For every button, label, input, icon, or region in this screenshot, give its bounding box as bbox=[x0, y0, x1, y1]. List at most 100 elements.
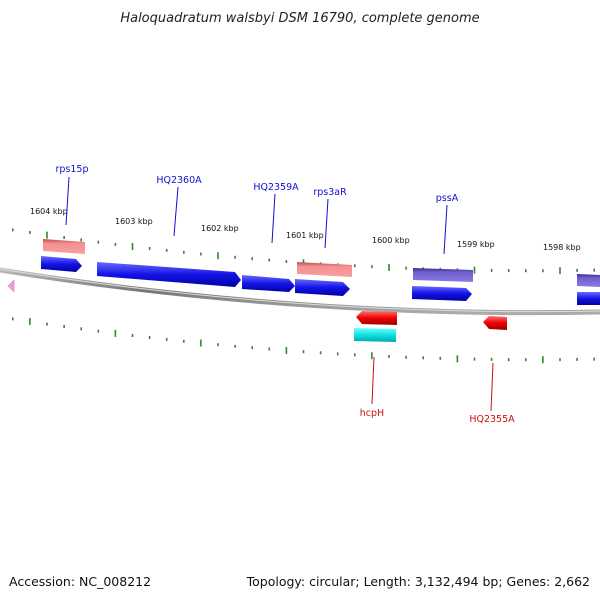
minor-tick bbox=[593, 357, 595, 361]
major-tick bbox=[559, 267, 561, 275]
cds-pssA bbox=[412, 286, 472, 301]
minor-tick bbox=[183, 250, 185, 254]
feature-hcpH-region bbox=[354, 328, 396, 342]
minor-tick bbox=[405, 355, 407, 359]
minor-tick bbox=[234, 255, 236, 259]
cds-edge bbox=[577, 292, 600, 305]
scale-label-1602: 1602 kbp bbox=[201, 224, 239, 233]
minor-tick bbox=[388, 355, 390, 358]
scale-label-1603: 1603 kbp bbox=[115, 217, 153, 226]
minor-tick bbox=[80, 238, 82, 242]
scale-label-1599: 1599 kbp bbox=[457, 240, 495, 249]
cds-rps3aR bbox=[295, 279, 350, 296]
reverse-tick-row bbox=[12, 317, 595, 364]
minor-tick bbox=[302, 350, 305, 354]
forward-tick-row bbox=[12, 228, 595, 275]
scale-label-1600: 1600 kbp bbox=[372, 236, 410, 245]
cds-HQ2359A bbox=[242, 275, 295, 292]
feature-marker-left bbox=[7, 279, 15, 293]
leader-rps15p bbox=[65, 176, 70, 226]
leader-HQ2359A bbox=[271, 193, 276, 244]
feature-rps15p-rna bbox=[43, 239, 85, 254]
minor-tick bbox=[507, 358, 510, 362]
gene-label-HQ2355A: HQ2355A bbox=[469, 414, 515, 425]
minor-tick bbox=[576, 268, 578, 272]
cds-HQ2355A bbox=[483, 316, 507, 330]
minor-tick bbox=[217, 343, 219, 347]
minor-tick bbox=[268, 347, 271, 351]
minor-tick bbox=[422, 356, 424, 360]
major-tick bbox=[217, 252, 219, 260]
scale-label-1598: 1598 kbp bbox=[543, 243, 581, 252]
scale-label-1604: 1604 kbp bbox=[30, 207, 68, 216]
major-tick bbox=[114, 329, 117, 337]
minor-tick bbox=[80, 327, 82, 331]
gene-label-HQ2359A: HQ2359A bbox=[253, 182, 299, 193]
forward-feature-row bbox=[43, 239, 600, 287]
minor-tick bbox=[525, 269, 527, 273]
major-tick bbox=[542, 356, 544, 364]
gene-label-HQ2360A: HQ2360A bbox=[156, 175, 202, 186]
minor-tick bbox=[490, 268, 493, 272]
minor-tick bbox=[183, 339, 185, 343]
minor-tick bbox=[165, 248, 168, 252]
minor-tick bbox=[97, 329, 100, 333]
minor-tick bbox=[148, 336, 151, 339]
minor-tick bbox=[200, 252, 202, 256]
major-tick bbox=[456, 355, 459, 363]
minor-tick bbox=[405, 266, 407, 270]
cds-hcpH bbox=[356, 311, 397, 325]
minor-tick bbox=[542, 269, 544, 273]
major-tick bbox=[473, 266, 476, 274]
leader-pssA bbox=[443, 204, 448, 255]
minor-tick bbox=[251, 257, 253, 261]
minor-tick bbox=[559, 358, 561, 362]
major-tick bbox=[285, 347, 288, 354]
cds-rps15p bbox=[41, 256, 82, 272]
genome-backbone-highlight bbox=[0, 268, 600, 313]
major-tick bbox=[371, 352, 373, 360]
minor-tick bbox=[354, 353, 356, 357]
forward-cds-row bbox=[41, 256, 600, 305]
minor-tick bbox=[285, 260, 288, 263]
major-tick bbox=[46, 231, 48, 239]
minor-tick bbox=[336, 352, 339, 356]
minor-tick bbox=[593, 268, 595, 272]
minor-tick bbox=[268, 258, 271, 262]
accession-text: Accession: NC_008212 bbox=[9, 574, 151, 589]
minor-tick bbox=[12, 228, 14, 232]
minor-tick bbox=[114, 242, 117, 246]
minor-tick bbox=[507, 269, 510, 273]
major-tick bbox=[200, 339, 202, 347]
leader-hcpH bbox=[371, 356, 375, 405]
minor-tick bbox=[63, 325, 65, 328]
leader-HQ2355A bbox=[490, 362, 494, 412]
genome-backbone bbox=[0, 267, 600, 316]
gene-label-hcpH: hcpH bbox=[360, 408, 384, 419]
major-tick bbox=[388, 264, 390, 271]
leader-HQ2360A bbox=[173, 186, 179, 237]
minor-tick bbox=[97, 240, 100, 244]
map-title: Haloquadratum walsbyi DSM 16790, complet… bbox=[120, 11, 479, 26]
scale-label-1601: 1601 kbp bbox=[286, 231, 324, 240]
minor-tick bbox=[63, 236, 65, 239]
gene-labels: rps15p HQ2360A HQ2359A rps3aR pssA hcpH … bbox=[55, 164, 515, 425]
major-tick bbox=[131, 243, 134, 250]
minor-tick bbox=[473, 357, 476, 361]
major-tick bbox=[29, 318, 31, 325]
minor-tick bbox=[148, 247, 151, 250]
minor-tick bbox=[319, 351, 322, 355]
gene-label-rps15p: rps15p bbox=[55, 164, 88, 175]
genome-summary-text: Topology: circular; Length: 3,132,494 bp… bbox=[246, 574, 590, 589]
minor-tick bbox=[371, 265, 373, 269]
minor-tick bbox=[490, 357, 493, 361]
gene-label-rps3aR: rps3aR bbox=[313, 187, 347, 198]
gene-label-pssA: pssA bbox=[436, 193, 459, 204]
minor-tick bbox=[12, 317, 14, 321]
minor-tick bbox=[234, 344, 236, 348]
minor-tick bbox=[354, 264, 356, 268]
minor-tick bbox=[525, 358, 527, 362]
minor-tick bbox=[46, 322, 48, 326]
minor-tick bbox=[165, 337, 168, 341]
